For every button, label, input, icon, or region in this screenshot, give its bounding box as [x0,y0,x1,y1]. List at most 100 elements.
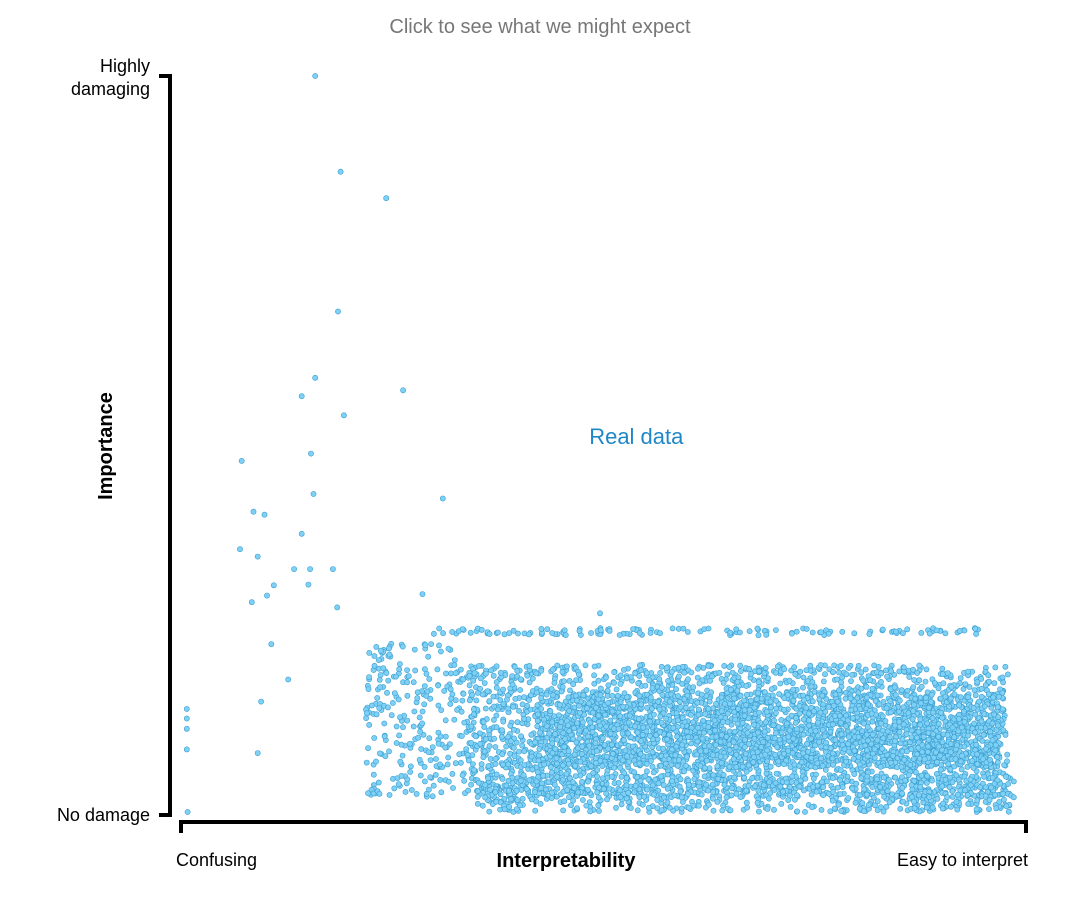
data-point [758,744,765,751]
data-point [583,727,589,734]
data-point [733,626,740,633]
data-point [791,664,798,671]
data-point [971,720,978,727]
data-point [334,604,341,611]
data-point [898,687,905,694]
data-point [551,680,558,686]
data-point [427,695,434,702]
data-point [878,670,884,677]
data-point [925,704,932,711]
data-point [471,767,477,773]
data-point [764,735,771,741]
data-point [438,789,445,796]
data-point [398,773,405,779]
data-point [649,749,656,756]
data-point [442,733,449,740]
data-point [827,728,834,735]
data-point [184,809,191,815]
data-point [429,744,436,750]
data-point [389,700,396,706]
data-point [962,681,969,687]
data-point [965,694,971,701]
data-point [723,794,730,801]
data-point [393,740,400,746]
data-point [800,731,807,738]
data-point [466,673,473,679]
data-point [435,740,442,747]
data-point [781,750,787,757]
data-point [887,698,894,704]
data-point [312,73,319,79]
data-point [248,599,255,606]
data-point [774,744,780,750]
data-point [512,696,519,702]
data-point [425,653,432,660]
data-point [467,629,474,636]
data-point [553,755,560,762]
data-point [925,736,932,743]
data-point [755,690,761,696]
data-point [452,670,459,677]
data-point [900,704,907,711]
data-point [830,750,836,757]
data-point [899,736,906,743]
data-point [939,783,946,790]
data-point [421,701,428,708]
data-point [705,705,712,712]
data-point [411,646,418,653]
view-toggle-link[interactable]: Click to see what we might expect [389,16,691,38]
data-point [769,692,776,699]
data-point [604,693,611,699]
data-point [985,672,992,679]
data-point [965,732,971,739]
data-point [487,756,494,762]
data-point [516,707,522,714]
data-point [749,775,756,782]
data-point [878,720,885,727]
data-point [561,627,568,634]
data-point [183,725,190,732]
data-point [424,688,431,695]
data-point [480,754,487,761]
data-point [375,657,382,663]
data-point [490,693,497,700]
data-point [934,759,940,766]
data-point [706,729,713,735]
data-point [739,720,746,726]
data-point [845,741,851,747]
data-point [340,412,347,419]
data-point [460,690,467,697]
data-point [565,748,572,754]
data-point [904,626,911,633]
data-point [945,761,952,767]
data-point [930,709,937,716]
data-point [607,730,614,737]
data-point [499,727,505,733]
data-point [617,764,623,771]
data-point [437,648,444,655]
data-point [437,761,443,768]
data-point [543,723,550,729]
data-point [986,678,992,685]
data-point [419,708,426,715]
data-point [490,672,497,679]
data-point [848,678,854,684]
data-point [373,644,380,650]
data-point [827,745,834,752]
data-point [468,723,475,730]
data-point [376,750,383,757]
data-point [425,749,432,755]
data-point [896,668,903,675]
data-point [600,735,606,742]
data-point [480,719,487,725]
data-point [481,680,488,686]
data-point [972,692,979,699]
data-point [683,728,690,735]
data-point [820,701,827,708]
data-point [773,627,779,633]
data-point [634,807,641,814]
data-point [514,719,521,726]
data-point [912,695,919,702]
data-point [961,743,968,750]
data-point [954,806,961,813]
